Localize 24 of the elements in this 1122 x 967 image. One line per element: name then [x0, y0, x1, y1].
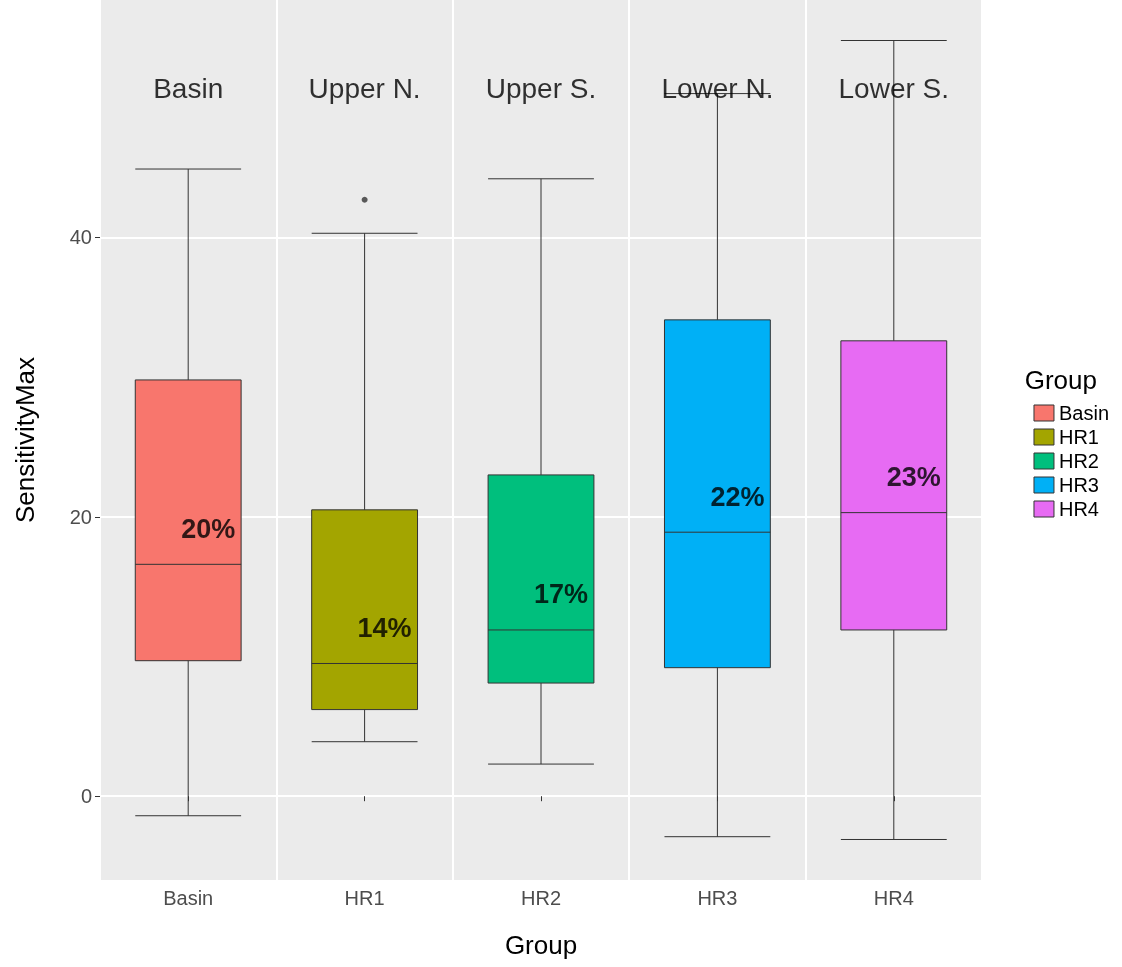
legend-label: Basin: [1058, 402, 1109, 424]
annotation: 14%: [357, 612, 412, 643]
legend-label: HR4: [1058, 498, 1099, 520]
x-tick-label: HR4: [873, 887, 914, 909]
annotation: 20%: [181, 513, 236, 544]
legend-label: HR3: [1058, 474, 1099, 496]
x-axis-title: Group: [504, 930, 578, 960]
x-tick-label: HR3: [697, 887, 738, 909]
legend-label: HR1: [1058, 426, 1099, 448]
x-tick-label: HR1: [344, 887, 385, 909]
annotation: Upper N.: [308, 72, 421, 104]
legend-label: HR2: [1058, 450, 1099, 472]
x-tick-label: HR2: [520, 887, 562, 909]
y-tick-label: 40: [69, 226, 92, 249]
y-tick-label: 20: [69, 505, 92, 528]
annotation: Upper S.: [485, 72, 597, 104]
annotation: 17%: [533, 579, 589, 610]
annotation: 23%: [886, 462, 941, 493]
legend-title: Group: [1024, 365, 1097, 395]
annotation: 22%: [710, 481, 765, 512]
y-tick-label: 0: [80, 785, 92, 808]
annotation: Basin: [153, 72, 224, 104]
y-axis-title: SensitivityMax: [10, 356, 40, 524]
x-tick-label: Basin: [163, 887, 214, 909]
